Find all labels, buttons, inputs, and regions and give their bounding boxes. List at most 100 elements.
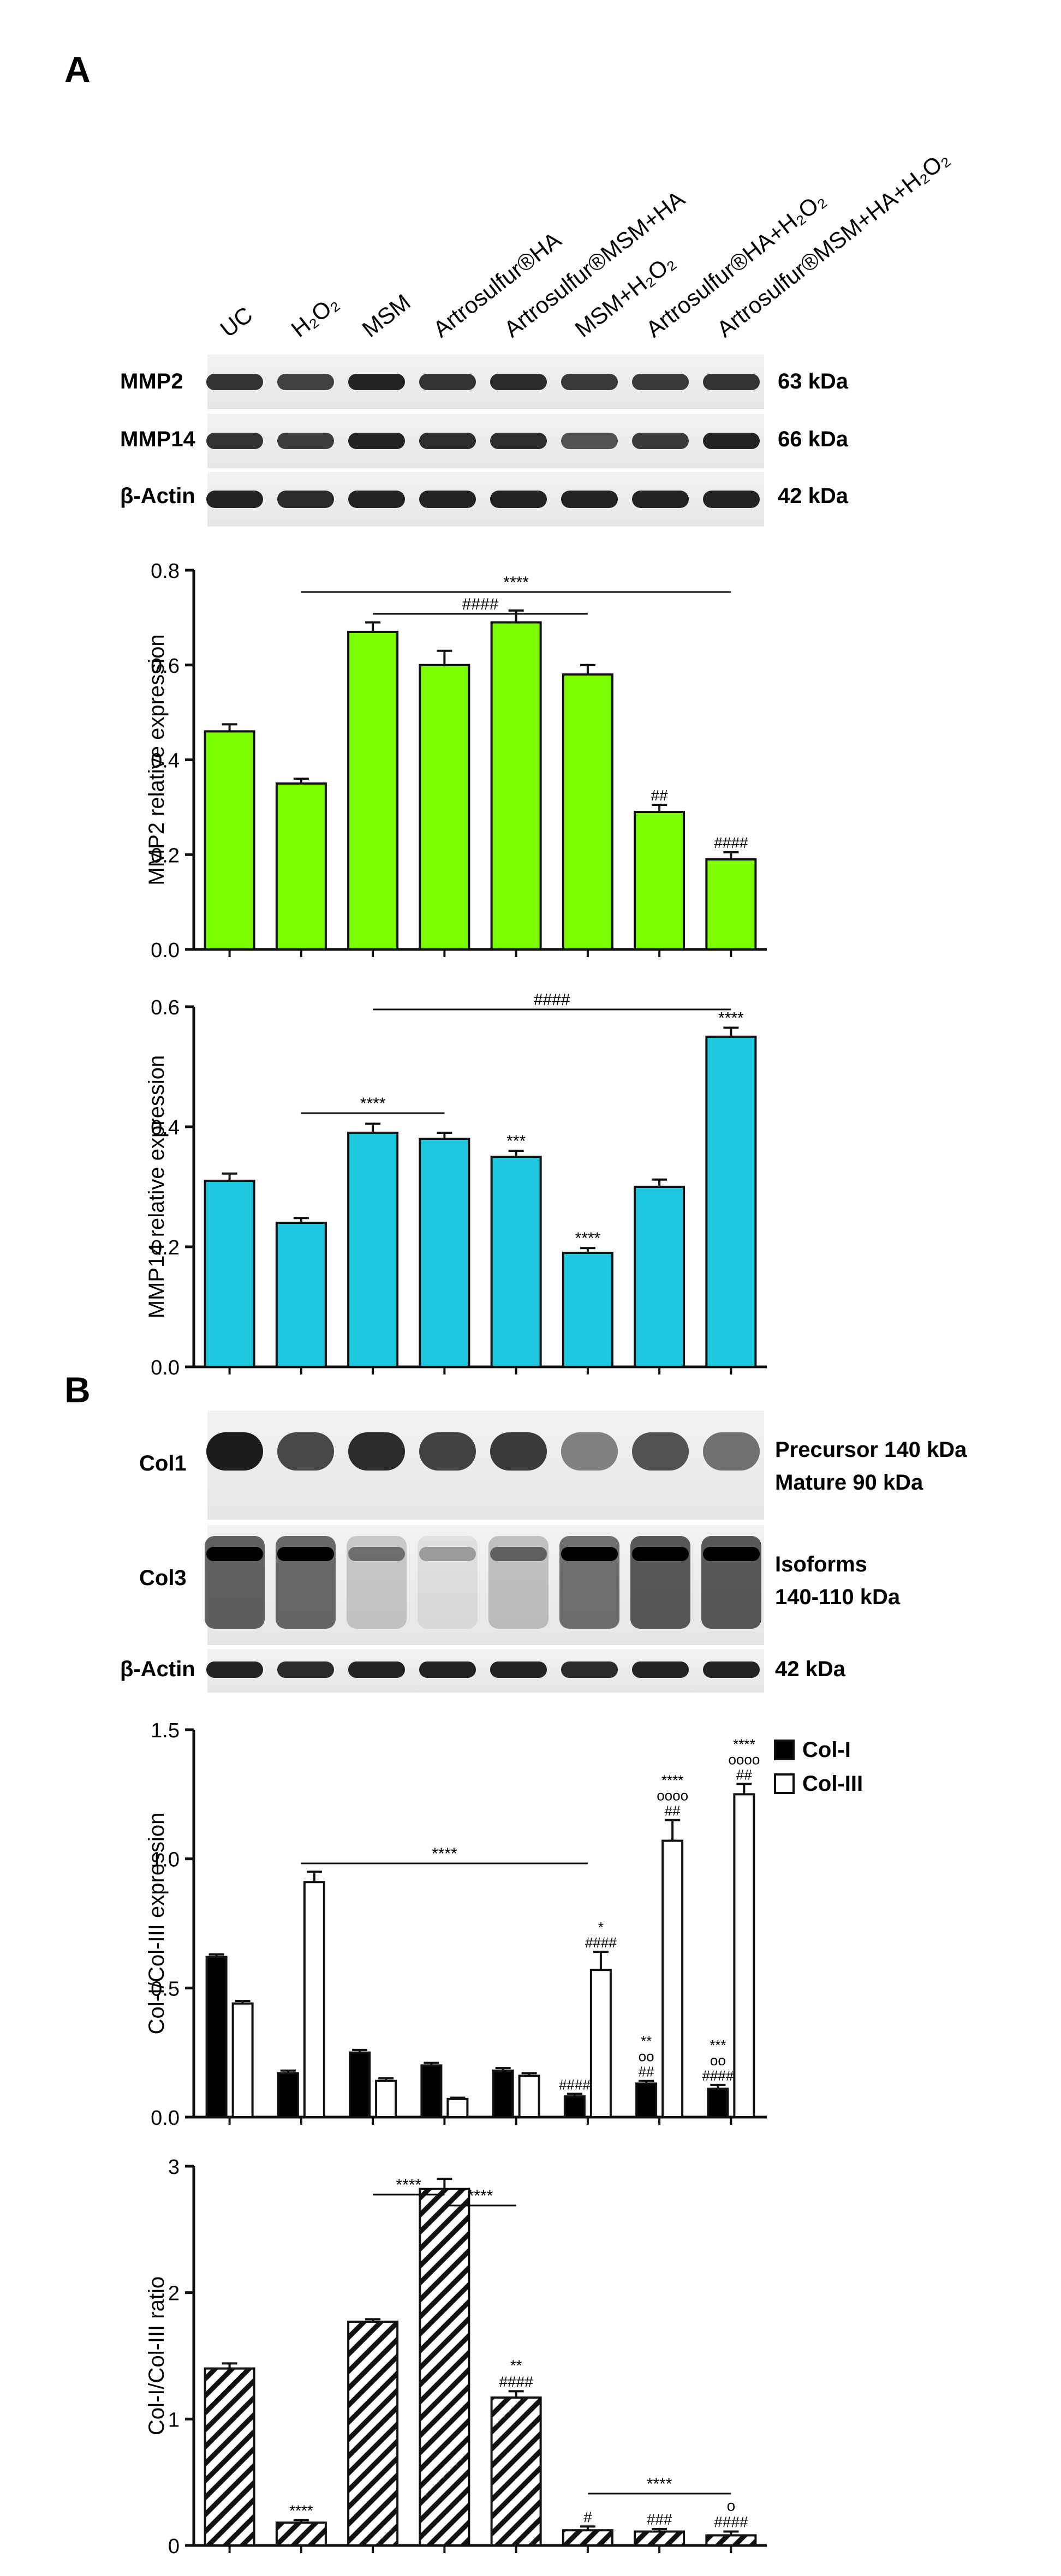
bar: [562, 1252, 613, 1368]
y-tick-label: 0.0: [151, 2107, 180, 2130]
significance-label: ****: [647, 2475, 672, 2493]
bar-col1: [707, 2087, 729, 2119]
blot-band: [419, 491, 476, 508]
bar: [204, 1180, 255, 1368]
bar-col3: [446, 2097, 469, 2119]
blot-size: 42 kDa: [775, 1657, 846, 1681]
blot-bands: [205, 1536, 761, 1629]
blot-band: [561, 491, 618, 508]
significance-label: ####: [462, 595, 499, 613]
blot-smear: [418, 1536, 478, 1629]
y-tick-label: 0.0: [151, 939, 180, 962]
chart: 0.0 0.2 0.4 0.6 MMP14 relative expression ***…: [145, 991, 767, 1379]
blot-band: [632, 1547, 689, 1561]
blot-band: [703, 1661, 760, 1678]
blot-band: [206, 1432, 263, 1471]
lane-label: MSM: [357, 289, 415, 342]
bar: [204, 730, 255, 951]
y-axis-label: MMP14 relative expression: [145, 1055, 169, 1318]
bar-annotation: ####: [559, 2076, 591, 2093]
blot-band: [703, 374, 760, 390]
blot-band: [490, 1547, 547, 1561]
blot-actin-b: β-Actin 42 kDa: [120, 1649, 846, 1693]
bar-col3: [303, 1881, 325, 2118]
blot-size: 42 kDa: [778, 484, 849, 508]
charts: 0.0 0.2 0.4 0.6 0.8 MMP2 relative expression #…: [145, 560, 863, 2558]
blot-band: [277, 1661, 334, 1678]
y-tick-label: 0.6: [151, 996, 180, 1019]
legend-swatch-col1: [774, 1740, 795, 1760]
blot-label: Col1: [139, 1451, 187, 1475]
blot-band: [490, 433, 547, 449]
y-tick-label: 0.6: [151, 655, 180, 678]
blot-band: [206, 433, 263, 449]
bar-col1: [349, 2051, 371, 2119]
blot-label: MMP14: [120, 427, 196, 451]
bar-annotation: **: [510, 2357, 522, 2374]
legend-label: Col-I: [802, 1738, 851, 1762]
y-tick-label: 0.2: [151, 844, 180, 867]
significance-label: ****: [503, 573, 529, 591]
blot-band: [419, 374, 476, 390]
blot-band: [277, 433, 334, 449]
blot-band: [277, 374, 334, 390]
bar: [490, 1156, 542, 1368]
blot-band: [703, 1432, 760, 1471]
bar: [419, 664, 470, 951]
bar: [419, 2187, 470, 2547]
significance-label: ****: [360, 1095, 386, 1113]
bar-col3: [661, 1839, 684, 2119]
bar-col3: [518, 2075, 540, 2118]
lane-label: H₂O₂: [287, 290, 343, 342]
y-axis-label: Col-I/Col-III ratio: [145, 2276, 169, 2435]
blot-band: [277, 491, 334, 508]
y-tick-label: 0.0: [151, 1356, 180, 1379]
y-tick-label: 2: [168, 2282, 180, 2305]
bar: [705, 858, 757, 951]
bar: [562, 2529, 613, 2547]
y-tick-label: 0.4: [151, 1116, 180, 1139]
y-tick-label: 1.0: [151, 1849, 180, 1872]
blot-band: [703, 1547, 760, 1561]
blot-band: [206, 1661, 263, 1678]
bar: [347, 1132, 399, 1368]
blot-band: [561, 433, 618, 449]
y-tick-label: 0.2: [151, 1236, 180, 1259]
blot-mmp14: MMP14 66 kDa: [120, 414, 849, 468]
blot-band: [348, 433, 405, 449]
blot-label: β-Actin: [120, 1657, 195, 1681]
blot-band: [348, 374, 405, 390]
blot-band: [277, 1432, 334, 1471]
panel-label-b: B: [64, 1370, 91, 1410]
bar-col1: [563, 2095, 586, 2118]
blot-band: [419, 433, 476, 449]
blot-size: Precursor 140 kDa: [775, 1438, 967, 1462]
blot-band: [206, 1547, 263, 1561]
blot-band: [490, 1661, 547, 1678]
bar-annotation: ****: [289, 2502, 313, 2519]
bar-annotation: **: [641, 2033, 652, 2049]
blot-mmp2: MMP2 63 kDa: [120, 355, 849, 409]
blot-label: Col3: [139, 1566, 187, 1590]
blot-bands: [206, 433, 760, 449]
blot-band: [348, 1547, 405, 1561]
blot-band: [632, 1432, 689, 1471]
blot-band: [348, 1432, 405, 1471]
bar: [347, 2320, 399, 2547]
blot-band: [277, 1547, 334, 1561]
blot-band: [632, 374, 689, 390]
blot-band: [561, 374, 618, 390]
y-tick-label: 3: [168, 2156, 180, 2179]
y-tick-label: 0.4: [151, 750, 180, 773]
blot-col3: Col3 Isoforms 140-110 kDa: [139, 1525, 901, 1645]
bar: [705, 1036, 757, 1368]
significance-label: ####: [534, 991, 570, 1009]
bar-annotation: oo: [639, 2048, 654, 2065]
bar-annotation: ####: [499, 2373, 533, 2390]
bar: [634, 1186, 686, 1368]
blot-band: [419, 1547, 476, 1561]
blot-band: [348, 491, 405, 508]
bar-annotation: ****: [661, 1772, 683, 1789]
blot-bands: [206, 491, 760, 508]
